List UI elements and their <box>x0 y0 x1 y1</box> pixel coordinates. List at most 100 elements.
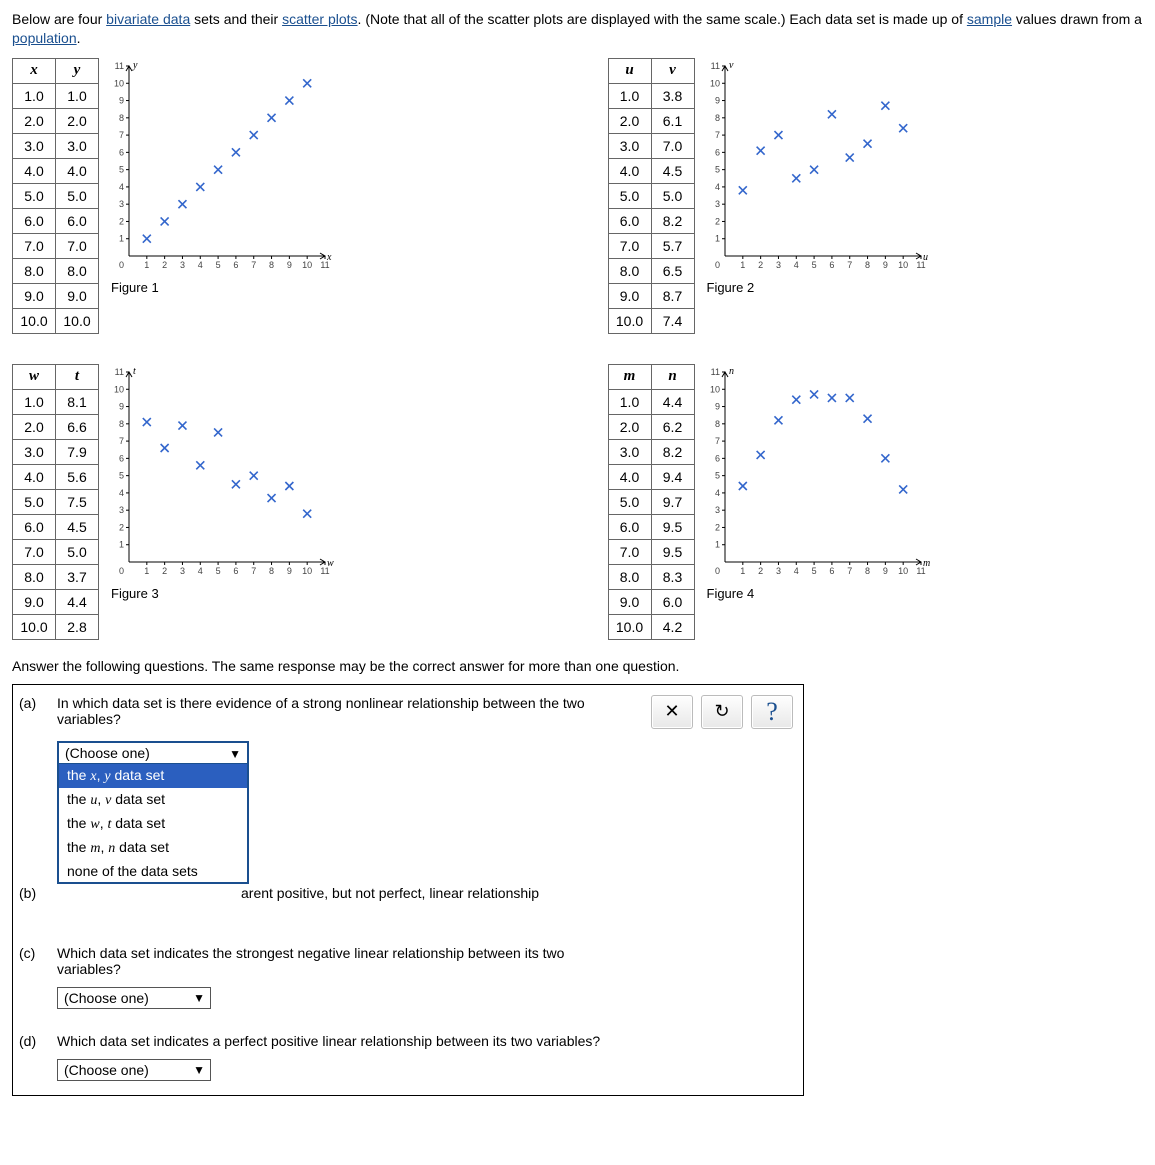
table-row: 9.04.4 <box>13 589 99 614</box>
svg-text:4: 4 <box>119 488 124 498</box>
svg-text:4: 4 <box>198 260 203 270</box>
svg-text:1: 1 <box>119 234 124 244</box>
link-scatter-plots[interactable]: scatter plots <box>282 11 357 27</box>
data-set-xy: xy1.01.02.02.03.03.04.04.05.05.06.06.07.… <box>12 58 548 334</box>
table-row: 5.07.5 <box>13 489 99 514</box>
scatter-plot-wt: 123456789101112345678910110wt <box>105 364 335 584</box>
svg-text:7: 7 <box>251 566 256 576</box>
answer-prompt: Answer the following questions. The same… <box>12 658 1143 674</box>
dropdown-option[interactable]: the x, y data set <box>59 764 247 788</box>
reset-button[interactable]: ↻ <box>701 695 743 729</box>
dropdown-option[interactable]: the u, v data set <box>59 788 247 812</box>
svg-text:5: 5 <box>119 164 124 174</box>
toolbar: ✕ ↻ ? <box>651 695 793 729</box>
svg-text:7: 7 <box>714 436 719 446</box>
table-row: 5.09.7 <box>608 489 694 514</box>
table-header: n <box>651 364 694 389</box>
help-button[interactable]: ? <box>751 695 793 729</box>
svg-text:w: w <box>327 558 334 569</box>
table-row: 2.06.6 <box>13 414 99 439</box>
svg-text:10: 10 <box>114 78 124 88</box>
svg-text:11: 11 <box>710 367 719 377</box>
link-sample[interactable]: sample <box>967 11 1012 27</box>
svg-text:1: 1 <box>144 566 149 576</box>
table-row: 6.08.2 <box>608 208 694 233</box>
table-row: 9.08.7 <box>608 283 694 308</box>
table-row: 3.07.9 <box>13 439 99 464</box>
svg-text:2: 2 <box>714 216 719 226</box>
svg-text:1: 1 <box>119 540 124 550</box>
svg-text:1: 1 <box>144 260 149 270</box>
table-row: 6.06.0 <box>13 208 99 233</box>
svg-text:0: 0 <box>119 260 124 270</box>
svg-text:1: 1 <box>740 260 745 270</box>
svg-text:8: 8 <box>119 419 124 429</box>
link-population[interactable]: population <box>12 30 77 46</box>
svg-text:0: 0 <box>714 566 719 576</box>
svg-text:4: 4 <box>714 182 719 192</box>
question-a-text: In which data set is there evidence of a… <box>57 695 597 727</box>
svg-text:6: 6 <box>233 566 238 576</box>
svg-text:6: 6 <box>119 147 124 157</box>
table-row: 4.04.0 <box>13 158 99 183</box>
svg-text:9: 9 <box>714 95 719 105</box>
svg-text:5: 5 <box>811 566 816 576</box>
table-row: 2.06.2 <box>608 414 694 439</box>
question-a-dropdown-header[interactable]: (Choose one)▼ <box>59 743 247 764</box>
svg-text:6: 6 <box>829 566 834 576</box>
svg-text:8: 8 <box>119 113 124 123</box>
svg-text:9: 9 <box>287 260 292 270</box>
table-header: w <box>13 364 56 389</box>
question-c-label: (c) <box>19 945 57 961</box>
svg-text:7: 7 <box>714 130 719 140</box>
table-row: 7.09.5 <box>608 539 694 564</box>
help-icon: ? <box>766 697 778 727</box>
table-row: 8.08.0 <box>13 258 99 283</box>
table-row: 10.07.4 <box>608 308 694 333</box>
data-table-wt: wt1.08.12.06.63.07.94.05.65.07.56.04.57.… <box>12 364 99 640</box>
table-row: 3.08.2 <box>608 439 694 464</box>
svg-text:7: 7 <box>119 130 124 140</box>
table-header: y <box>56 58 99 83</box>
question-c-dropdown[interactable]: (Choose one) ▼ <box>57 987 211 1009</box>
svg-text:4: 4 <box>119 182 124 192</box>
svg-text:y: y <box>132 60 138 71</box>
svg-text:9: 9 <box>119 401 124 411</box>
table-row: 2.06.1 <box>608 108 694 133</box>
question-d-text: Which data set indicates a perfect posit… <box>57 1033 617 1049</box>
table-row: 8.06.5 <box>608 258 694 283</box>
questions-panel: (a) In which data set is there evidence … <box>12 684 804 1096</box>
svg-text:10: 10 <box>114 384 124 394</box>
svg-text:1: 1 <box>714 234 719 244</box>
table-row: 4.09.4 <box>608 464 694 489</box>
svg-text:m: m <box>923 558 930 569</box>
svg-text:2: 2 <box>714 522 719 532</box>
svg-text:2: 2 <box>119 216 124 226</box>
dropdown-option[interactable]: none of the data sets <box>59 860 247 882</box>
table-row: 3.07.0 <box>608 133 694 158</box>
dropdown-option[interactable]: the m, n data set <box>59 836 247 860</box>
close-button[interactable]: ✕ <box>651 695 693 729</box>
table-header: x <box>13 58 56 83</box>
question-d-dropdown[interactable]: (Choose one) ▼ <box>57 1059 211 1081</box>
question-d-label: (d) <box>19 1033 57 1049</box>
link-bivariate-data[interactable]: bivariate data <box>106 11 190 27</box>
svg-text:9: 9 <box>287 566 292 576</box>
svg-text:7: 7 <box>251 260 256 270</box>
svg-text:u: u <box>923 252 928 263</box>
table-row: 10.010.0 <box>13 308 99 333</box>
dropdown-option[interactable]: the w, t data set <box>59 812 247 836</box>
svg-text:2: 2 <box>162 260 167 270</box>
question-a-dropdown-open[interactable]: (Choose one)▼ the x, y data setthe u, v … <box>57 741 249 884</box>
table-row: 10.04.2 <box>608 614 694 639</box>
chart-caption-uv: Figure 2 <box>707 280 931 295</box>
svg-text:10: 10 <box>898 566 908 576</box>
svg-text:8: 8 <box>714 113 719 123</box>
svg-text:6: 6 <box>233 260 238 270</box>
question-a-label: (a) <box>19 695 57 711</box>
chevron-down-icon: ▼ <box>193 1063 205 1077</box>
svg-text:8: 8 <box>865 566 870 576</box>
table-row: 4.05.6 <box>13 464 99 489</box>
chart-caption-mn: Figure 4 <box>707 586 931 601</box>
svg-text:3: 3 <box>714 199 719 209</box>
